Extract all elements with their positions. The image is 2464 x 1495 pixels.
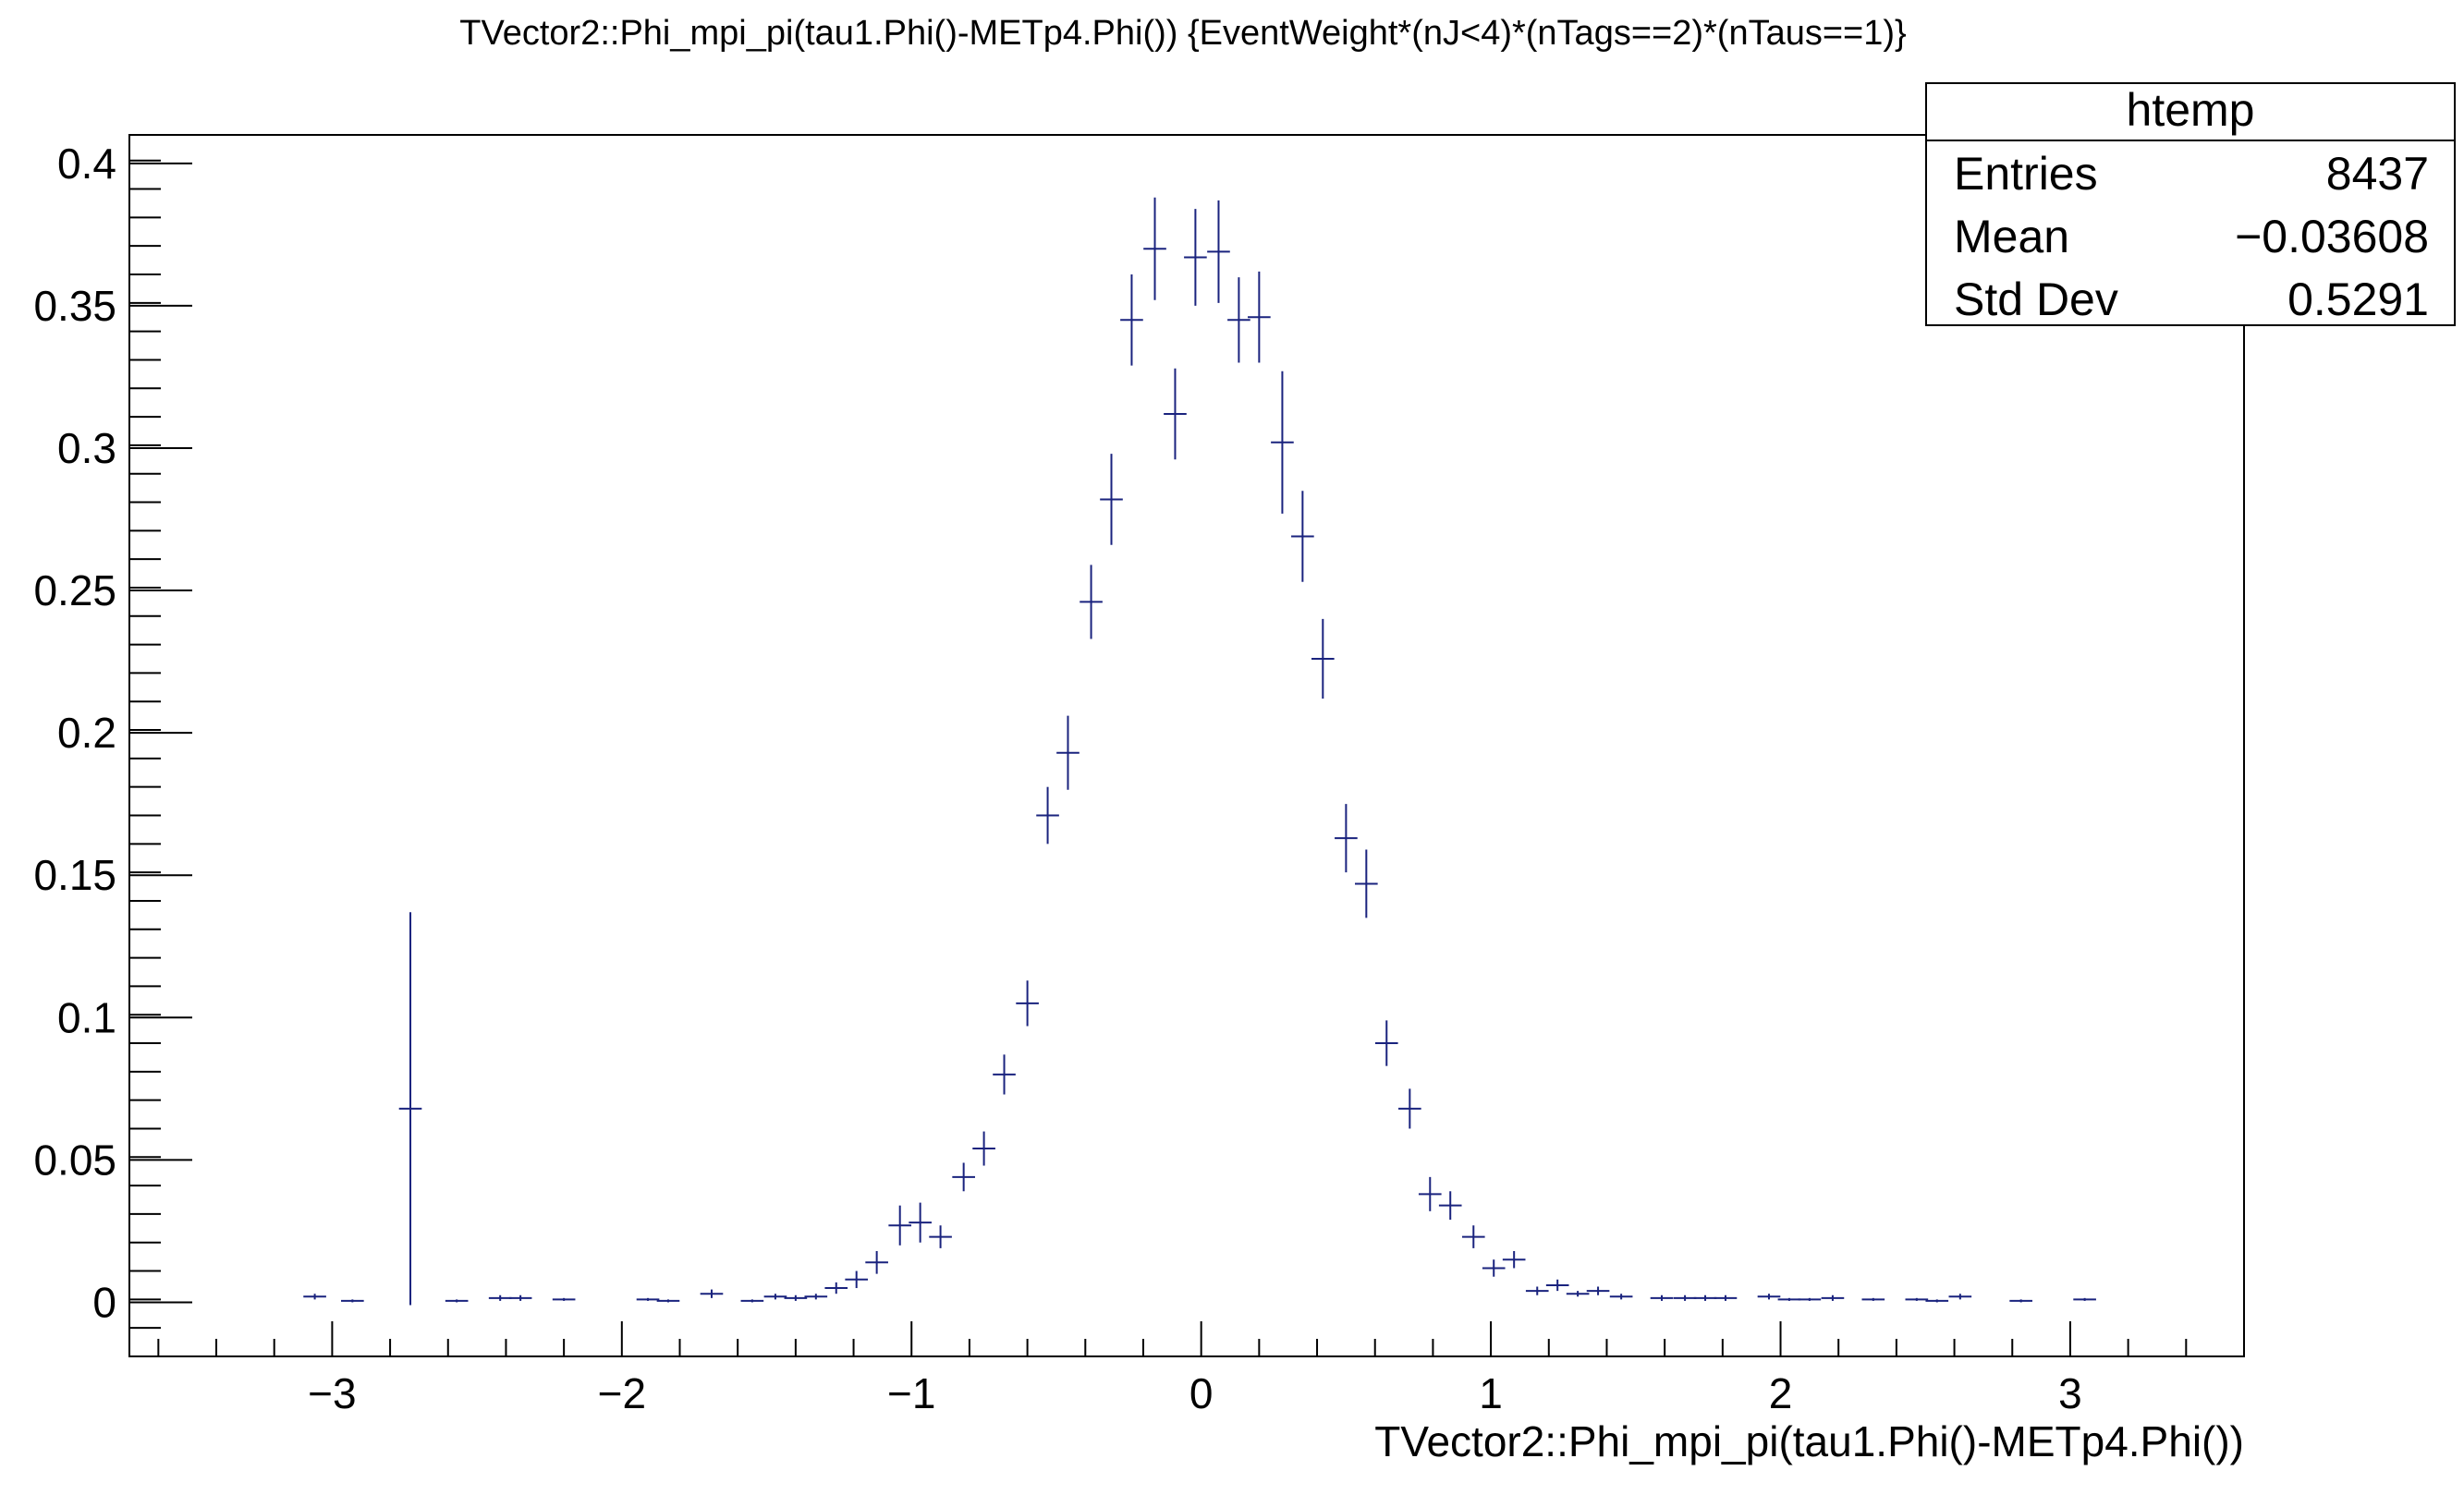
data-points [303, 197, 2096, 1306]
data-point [1821, 1294, 1845, 1301]
data-point [1566, 1291, 1590, 1297]
data-point [763, 1294, 787, 1300]
data-point [445, 1299, 469, 1303]
stats-box-frame [1925, 82, 2456, 326]
y-tick-label: 0.2 [57, 709, 116, 757]
data-point [1673, 1294, 1697, 1301]
data-point [1545, 1279, 1569, 1292]
chart-title: TVector2::Phi_mpi_pi(tau1.Phi()-METp4.Ph… [459, 14, 1906, 53]
data-point [1311, 618, 1335, 699]
data-point [952, 1162, 975, 1192]
x-axis-label: TVector2::Phi_mpi_pi(tau1.Phi()-METp4.Ph… [1374, 1417, 2244, 1465]
x-tick-label: 3 [2058, 1369, 2082, 1417]
data-point [1143, 197, 1166, 300]
data-point [784, 1294, 808, 1301]
data-point [1861, 1297, 1885, 1301]
data-point [1291, 491, 1314, 582]
data-point [1056, 715, 1080, 790]
y-tick-label: 0.05 [33, 1136, 116, 1184]
x-tick-label: 2 [1769, 1369, 1793, 1417]
y-tick-label: 0 [92, 1278, 116, 1326]
data-point [508, 1294, 532, 1301]
data-point [972, 1131, 995, 1166]
x-axis: −3 −2 −1 0 1 2 3 [157, 1321, 2245, 1417]
data-point [1502, 1250, 1526, 1269]
stats-entries-label: Entries [1954, 148, 2098, 200]
data-point [700, 1289, 724, 1298]
data-point [824, 1282, 848, 1294]
data-point [804, 1294, 828, 1300]
data-point [303, 1294, 326, 1300]
data-point [1905, 1297, 1929, 1301]
x-tick-label: −1 [887, 1369, 935, 1417]
stats-stddev-label: Std Dev [1954, 273, 2118, 325]
x-tick-label: 1 [1479, 1369, 1503, 1417]
stats-entries-value: 8437 [2326, 148, 2429, 200]
data-point [1207, 200, 1230, 303]
data-point [2073, 1297, 2096, 1301]
data-point [929, 1225, 952, 1248]
data-point [1418, 1176, 1442, 1211]
data-point [1374, 1020, 1398, 1066]
y-tick-label: 0.3 [57, 424, 116, 472]
data-point [1227, 277, 1250, 363]
y-tick-label: 0.15 [33, 851, 116, 899]
data-point [1248, 271, 1271, 363]
y-tick-label: 0.35 [33, 282, 116, 330]
data-point [845, 1270, 869, 1289]
data-point [1016, 980, 1039, 1027]
data-point [1757, 1294, 1781, 1300]
y-tick-label: 0.25 [33, 566, 116, 614]
data-point [1777, 1297, 1801, 1301]
data-point [1461, 1225, 1485, 1248]
data-point [1948, 1294, 1972, 1300]
data-point [1586, 1286, 1610, 1295]
data-point [341, 1299, 364, 1303]
y-tick-label: 0.1 [57, 993, 116, 1041]
data-point [1120, 273, 1143, 366]
data-point [1164, 368, 1187, 460]
stats-mean-value: −0.03608 [2235, 211, 2429, 262]
data-point [398, 912, 422, 1306]
y-tick-label: 0.4 [57, 140, 116, 188]
y-axis: 0 0.05 0.1 0.15 0.2 0.25 0.3 0.35 0.4 [33, 140, 192, 1357]
x-tick-label: −2 [598, 1369, 646, 1417]
stats-stddev-value: 0.5291 [2287, 273, 2429, 325]
stats-box-title: htemp [2127, 84, 2255, 136]
data-point [1714, 1294, 1738, 1301]
data-point [1271, 371, 1294, 514]
plot-frame [128, 134, 2245, 1357]
x-tick-label: −3 [308, 1369, 356, 1417]
data-point [1100, 454, 1123, 545]
data-point [1335, 804, 1358, 873]
data-point [656, 1299, 680, 1303]
data-point [1438, 1191, 1462, 1221]
data-point [1184, 209, 1207, 306]
data-point [909, 1202, 932, 1243]
data-point [1398, 1088, 1421, 1129]
data-point [1925, 1299, 1949, 1303]
data-point [552, 1297, 576, 1301]
data-point [993, 1054, 1016, 1095]
data-point [1036, 786, 1059, 845]
data-point [1798, 1297, 1822, 1301]
data-point [1525, 1286, 1549, 1295]
data-point [1355, 849, 1378, 918]
data-point [1609, 1294, 1633, 1300]
data-point [888, 1205, 912, 1246]
data-point [488, 1294, 512, 1301]
data-point [1693, 1294, 1717, 1301]
data-point [740, 1299, 764, 1303]
stats-box: htemp Entries 8437 Mean −0.03608 Std Dev… [1925, 82, 2456, 326]
data-point [865, 1250, 888, 1274]
data-point [2009, 1299, 2032, 1303]
data-point [1482, 1259, 1506, 1277]
data-point [1650, 1294, 1674, 1301]
x-tick-label: 0 [1189, 1369, 1214, 1417]
stats-mean-label: Mean [1954, 211, 2069, 262]
data-point [1080, 565, 1103, 639]
data-point [636, 1297, 660, 1301]
